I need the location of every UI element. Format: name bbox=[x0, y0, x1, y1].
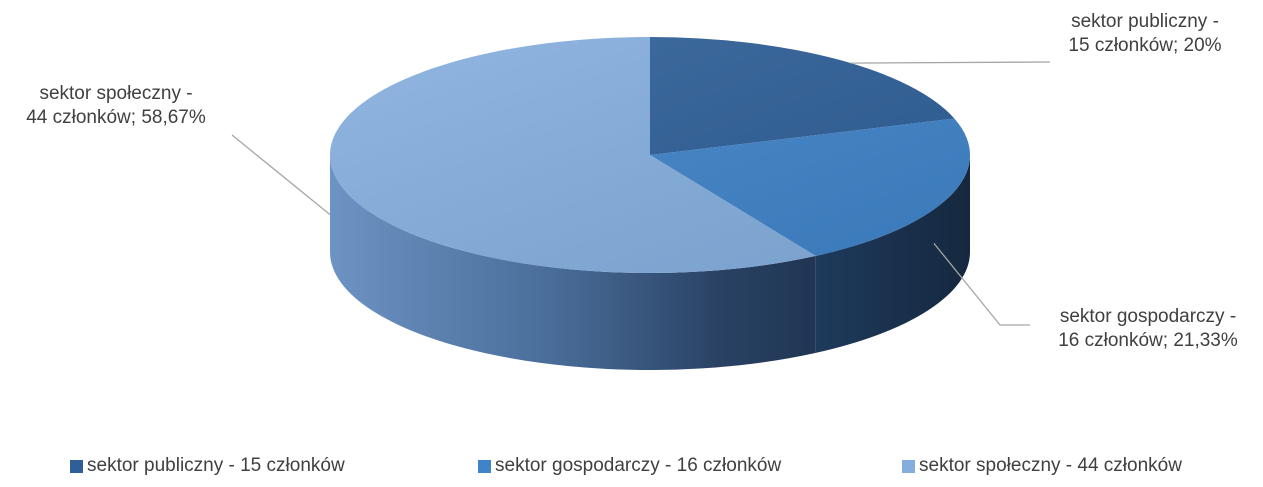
legend: sektor publiczny - 15 członków sektor go… bbox=[0, 454, 1263, 484]
data-label-sektor-gospodarczy: sektor gospodarczy - 16 członków; 21,33% bbox=[1040, 305, 1256, 353]
data-label-line: 16 członków; 21,33% bbox=[1058, 330, 1238, 351]
data-label-line: sektor gospodarczy - bbox=[1059, 306, 1237, 327]
data-label-line: sektor społeczny - bbox=[39, 83, 193, 104]
legend-label: sektor gospodarczy - 16 członków bbox=[495, 455, 782, 476]
legend-item-sektor-spoleczny: sektor społeczny - 44 członków bbox=[902, 454, 1182, 478]
pie-slice-side-sektor-spoleczny bbox=[330, 155, 816, 370]
legend-swatch bbox=[902, 459, 915, 473]
pie-top-sheen bbox=[330, 37, 970, 273]
legend-label: sektor społeczny - 44 członków bbox=[919, 455, 1182, 476]
leader-line-sektor-publiczny bbox=[850, 61, 1051, 64]
data-label-line: sektor publiczny - bbox=[1071, 11, 1219, 32]
legend-item-sektor-gospodarczy: sektor gospodarczy - 16 członków bbox=[478, 454, 781, 478]
legend-label: sektor publiczny - 15 członków bbox=[87, 455, 345, 476]
pie-slice-side-sektor-gospodarczy bbox=[815, 155, 970, 353]
data-label-sektor-publiczny: sektor publiczny - 15 członków; 20% bbox=[1040, 10, 1250, 58]
data-label-line: 15 członków; 20% bbox=[1068, 35, 1222, 56]
legend-item-sektor-publiczny: sektor publiczny - 15 członków bbox=[70, 454, 345, 478]
legend-swatch bbox=[70, 459, 83, 473]
legend-swatch bbox=[478, 459, 491, 473]
leader-line-sektor-spoleczny bbox=[231, 134, 331, 216]
leader-line-sektor-gospodarczy bbox=[933, 242, 1030, 326]
data-label-line: 44 członków; 58,67% bbox=[26, 107, 206, 128]
data-label-sektor-spoleczny: sektor społeczny - 44 członków; 58,67% bbox=[0, 82, 232, 130]
